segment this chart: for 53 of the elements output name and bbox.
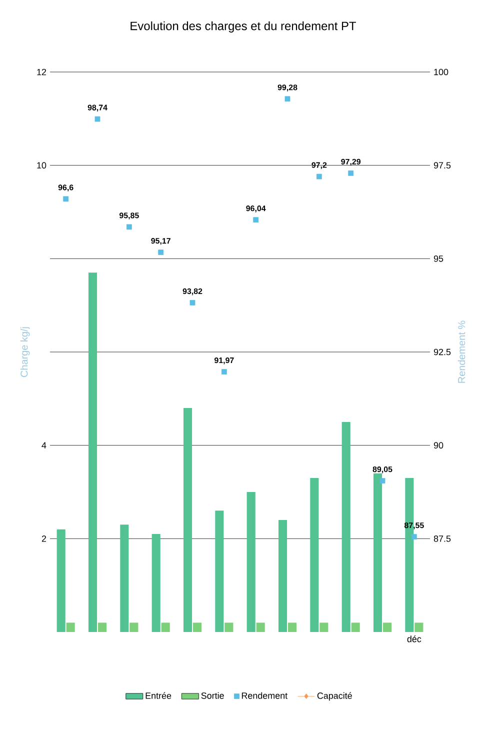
point <box>94 116 100 122</box>
y2-tick-label: 90 <box>434 442 444 449</box>
y-tick-label: 2 <box>42 536 46 542</box>
bar <box>192 622 202 632</box>
point <box>158 250 164 256</box>
bar <box>183 408 192 632</box>
point <box>348 170 354 176</box>
y2-tick-label: 95 <box>434 255 444 262</box>
y2-tick-label: 92.5 <box>434 348 451 356</box>
y-axis-title: Charge kg/j <box>20 327 30 377</box>
bar <box>66 622 75 632</box>
y2-tick-label: 87.5 <box>434 535 451 542</box>
bar <box>278 520 288 632</box>
bar <box>373 473 382 632</box>
legend-label: Sortie <box>201 692 224 699</box>
bar <box>98 622 107 632</box>
legend-label: Capacité <box>317 692 352 701</box>
point <box>411 534 417 540</box>
bar <box>224 622 234 632</box>
chart-title: Evolution des charges et du rendement PT <box>130 21 356 33</box>
y2-axis-title: Rendement % <box>458 320 466 383</box>
bar <box>215 510 224 632</box>
y-tick-label: 10 <box>37 162 46 169</box>
bar <box>310 478 319 632</box>
point <box>253 217 259 223</box>
point <box>284 96 290 102</box>
y-tick-label: 12 <box>37 68 46 76</box>
point <box>380 478 386 484</box>
bar <box>161 622 170 632</box>
bar <box>56 529 66 632</box>
bar <box>246 492 256 632</box>
legend-label: Entrée <box>146 692 172 699</box>
point <box>63 196 69 202</box>
bar <box>320 622 328 632</box>
point <box>221 369 227 374</box>
bar <box>152 534 160 632</box>
bar <box>88 272 98 632</box>
y2-tick-label: 97.5 <box>434 162 451 169</box>
bar <box>382 622 392 632</box>
point <box>190 300 196 306</box>
bar <box>342 422 350 632</box>
bar <box>288 622 297 632</box>
point <box>126 224 132 230</box>
bar <box>351 622 360 632</box>
y2-tick-label: 100 <box>434 68 448 76</box>
bar <box>120 524 129 632</box>
y-tick-label: 4 <box>42 442 46 448</box>
point <box>316 174 322 180</box>
bar <box>256 622 265 632</box>
bar <box>414 622 424 632</box>
bar <box>130 622 138 632</box>
legend-label: Rendement <box>242 692 288 699</box>
x-tick-label: déc <box>407 636 422 642</box>
